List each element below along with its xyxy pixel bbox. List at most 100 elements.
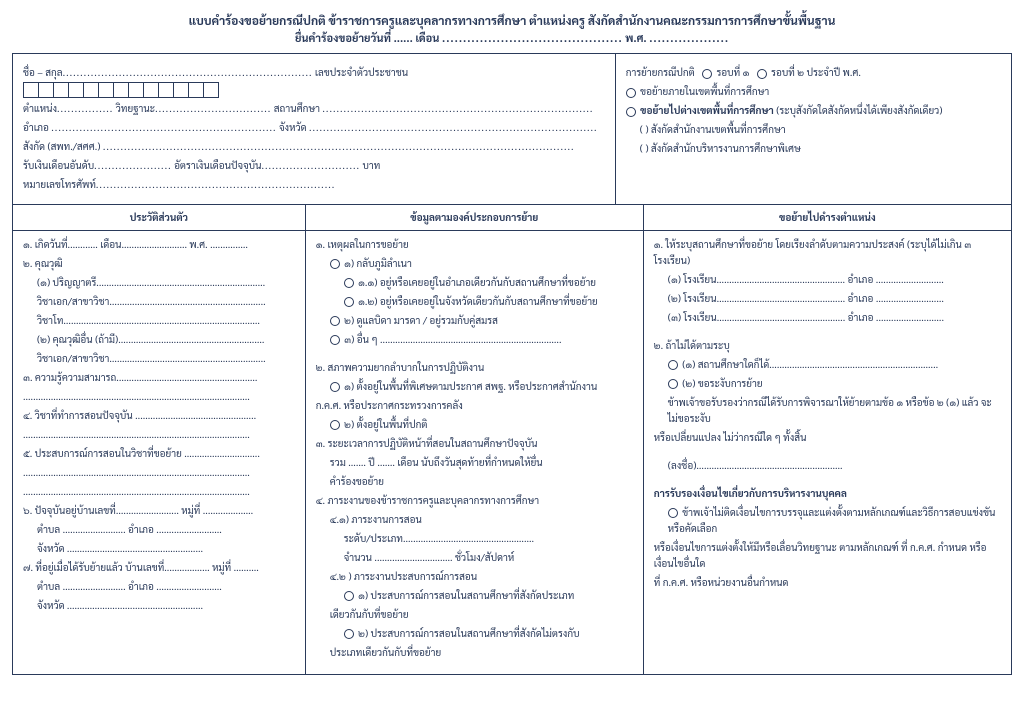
page-subtitle: ยื่นคำร้องขอย้ายวันที่ ...... เดือน ....… [12, 30, 1012, 45]
reason2-radio[interactable] [330, 316, 340, 326]
c1-skill2: ........................................… [23, 389, 295, 405]
c1-q4: (๒) คุณวุฒิอื่น (ถ้ามี).................… [23, 332, 295, 348]
form-frame: ชื่อ – สกุล.............................… [12, 53, 1012, 675]
reason1-2-radio[interactable] [344, 297, 354, 307]
id-boxes[interactable] [23, 82, 219, 98]
top-row: ชื่อ – สกุล.............................… [13, 54, 1011, 205]
c3-t1b: (๒) โรงเรียน............................… [654, 291, 1001, 307]
c2-s4b2: ๒) ประสบการณ์การสอนในสถานศึกษาที่สังกัดไ… [358, 627, 579, 640]
round2-radio[interactable] [757, 69, 767, 79]
c2-s2b: ๒) ตั้งอยู่ในพื้นที่ปกติ [344, 418, 427, 431]
cross-area-label: ขอย้ายไปต่างเขตพื้นที่การศึกษา [640, 104, 774, 117]
columns: ประวัติส่วนตัว ๑. เกิดวันที่............… [13, 205, 1011, 674]
c1-q5: วิชาเอก/สาขาวิชา........................… [23, 351, 295, 367]
cross-area-radio[interactable] [626, 107, 636, 117]
round1-radio[interactable] [702, 69, 712, 79]
name-label: ชื่อ – สกุล [23, 66, 63, 79]
reason1-radio[interactable] [330, 259, 340, 269]
c1-addr3: จังหวัด ................................… [23, 541, 295, 557]
c2-s4: ๔. ภาระงานของข้าราชการครูและบุคลากรทางกา… [316, 493, 633, 509]
c2-s1a1: ๑.๑) อยู่หรือเคยอยู่ในอำเภอเดียวกันกับสถ… [358, 276, 596, 289]
applicant-block: ชื่อ – สกุล.............................… [13, 54, 616, 204]
salary-grade-label: รับเงินเดือนอันดับ [23, 159, 94, 172]
phone-label: หมายเลขโทรศัพท์ [23, 178, 96, 191]
c2-s4b1b: เดียวกันกับที่ขอย้าย [316, 607, 633, 623]
c1-subj: ๔. วิชาที่ทำการสอนปัจจุบัน .............… [23, 408, 295, 424]
round1-label: รอบที่ ๑ [716, 66, 749, 79]
c3-t1c: (๓) โรงเรียน............................… [654, 310, 1001, 326]
c2-s2a: ๑) ตั้งอยู่ในพื้นที่พิเศษตามประกาศ สพฐ. … [344, 380, 597, 393]
c1-q2: วิชาเอก/สาขาวิชา........................… [23, 294, 295, 310]
within-area-label: ขอย้ายภายในเขตพื้นที่การศึกษา [640, 85, 769, 98]
c2-s1c: ๓) อื่น ๆ ..............................… [344, 333, 561, 346]
exp1-radio[interactable] [344, 591, 354, 601]
page-title: แบบคำร้องขอย้ายกรณีปกติ ข้าราชการครูและบ… [12, 12, 1012, 28]
c1-exp: ๕. ประสบการณ์การสอนในวิชาที่ขอย้าย .....… [23, 446, 295, 462]
col-criteria: ข้อมูลตามองค์ประกอบการย้าย ๑. เหตุผลในกา… [306, 205, 644, 674]
c1-addr1: ๖. ปัจจุบันอยู่บ้านเลขที่...............… [23, 503, 295, 519]
sub-dots2: ................... [649, 30, 729, 45]
sub-mid: พ.ศ. [623, 30, 650, 45]
c1-birth: ๑. เกิดวันที่............ เดือน.........… [23, 237, 295, 253]
affil-label: สังกัด (สพท./สศศ.) [23, 140, 103, 153]
case-label: การย้ายกรณีปกติ [626, 66, 695, 79]
col-destination: ขอย้ายไปดำรงตำแหน่ง ๑. ให้ระบุสถานศึกษาท… [644, 205, 1011, 674]
school-label: สถานศึกษา [274, 102, 323, 115]
c2-s4a2: จำนวน ............................... ชั… [316, 550, 633, 566]
c3-t3b: หรือเปลี่ยนแปลง ไม่ว่ากรณีใด ๆ ทั้งสิ้น [654, 430, 1001, 446]
affil-opt2: ( ) สังกัดสำนักบริหารงานการศึกษาพิเศษ [626, 141, 1001, 157]
c3-t2: ๒. ถ้าไม่ได้ตามระบุ [654, 338, 1001, 354]
c2-s1: ๑. เหตุผลในการขอย้าย [316, 237, 633, 253]
col-personal: ประวัติส่วนตัว ๑. เกิดวันที่............… [13, 205, 306, 674]
cancel-radio[interactable] [668, 379, 678, 389]
district-label: อำเภอ [23, 121, 51, 134]
exp2-radio[interactable] [344, 629, 354, 639]
c1-newaddr1: ๗. ที่อยู่เมื่อได้รับย้ายแล้ว บ้านเลขที่… [23, 560, 295, 576]
name-dots: ........................................… [63, 66, 313, 79]
c2-s2a2: ก.ค.ศ. หรือประกาศกระทรวงการคลัง [316, 398, 633, 414]
area2-radio[interactable] [330, 420, 340, 430]
affil-opt1: ( ) สังกัดสำนักงานเขตพื้นที่การศึกษา [626, 122, 1001, 138]
cross-area-note: (ระบุสังกัดใดสังกัดหนึ่งได้เพียงสังกัดเด… [776, 104, 942, 117]
col2-head: ข้อมูลตามองค์ประกอบการย้าย [306, 205, 643, 231]
c1-q1: (๑) ปริญญาตรี...........................… [23, 275, 295, 291]
area1-radio[interactable] [330, 382, 340, 392]
c3-p2: หรือเงื่อนไขการแต่งตั้งให้มีหรือเลื่อนวิ… [654, 540, 1001, 572]
transfer-type-block: การย้ายกรณีปกติ รอบที่ ๑ รอบที่ ๒ ประจำป… [616, 54, 1011, 204]
c1-newaddr3: จังหวัด ................................… [23, 598, 295, 614]
sub-pre: ยื่นคำร้องขอย้ายวันที่ ...... เดือน [295, 30, 442, 45]
c1-exp3: ........................................… [23, 484, 295, 500]
col3-head: ขอย้ายไปดำรงตำแหน่ง [644, 205, 1011, 231]
reason3-radio[interactable] [330, 335, 340, 345]
c2-s1b: ๒) ดูแลบิดา มารดา / อยู่รวมกับคู่สมรส [344, 314, 498, 327]
c2-s4b: ๔.๒ ) ภาระงานประสบการณ์การสอน [316, 569, 633, 585]
c1-addr2: ตำบล ......................... อำเภอ ...… [23, 522, 295, 538]
c3-t1a: (๑) โรงเรียน............................… [654, 272, 1001, 288]
c2-s1a2: ๑.๒) อยู่หรือเคยอยู่ในจังหวัดเดียวกันกับ… [358, 295, 598, 308]
province-label: จังหวัด [279, 121, 309, 134]
salary-rate-label: อัตราเงินเดือนปัจจุบัน [174, 159, 261, 172]
within-area-radio[interactable] [626, 88, 636, 98]
c1-newaddr2: ตำบล ......................... อำเภอ ...… [23, 579, 295, 595]
c2-s3: ๓. ระยะเวลาการปฏิบัติหน้าที่สอนในสถานศึก… [316, 436, 633, 452]
c3-p1: ข้าพเจ้าไม่ติดเงื่อนไขการบรรจุและแต่งตั้… [668, 506, 996, 535]
round2-label: รอบที่ ๒ ประจำปี พ.ศ. [771, 66, 861, 79]
col1-head: ประวัติส่วนตัว [13, 205, 305, 231]
c3-h2: การรับรองเงื่อนไขเกี่ยวกับการบริหารงานบุ… [654, 486, 1001, 502]
c2-s4a: ๔.๑) ภาระงานการสอน [316, 512, 633, 528]
c3-sign: (ลงชื่อ)................................… [654, 458, 1001, 474]
c2-s1a: ๑) กลับภูมิลำเนา [344, 257, 412, 270]
rank-label: วิทยฐานะ [116, 102, 155, 115]
c2-s3a: รวม ....... ปี ....... เดือน นับถึงวันสุ… [316, 455, 633, 471]
c2-s4b2b: ประเภทเดียวกันกับที่ขอย้าย [316, 645, 633, 661]
c1-qual: ๒. คุณวุฒิ [23, 256, 295, 272]
c1-q3: วิชาโท..................................… [23, 313, 295, 329]
c3-t3: ข้าพเจ้าขอรับรองว่ากรณีได้รับการพิจารณาใ… [654, 395, 1001, 427]
id-label: เลขประจำตัวประชาชน [315, 66, 408, 79]
c1-subj2: ........................................… [23, 427, 295, 443]
sub-dots1: ........................................… [442, 30, 623, 45]
any-school-radio[interactable] [668, 360, 678, 370]
reason1-1-radio[interactable] [344, 278, 354, 288]
pos-label: ตำแหน่ง [23, 102, 57, 115]
cert-radio[interactable] [668, 508, 678, 518]
